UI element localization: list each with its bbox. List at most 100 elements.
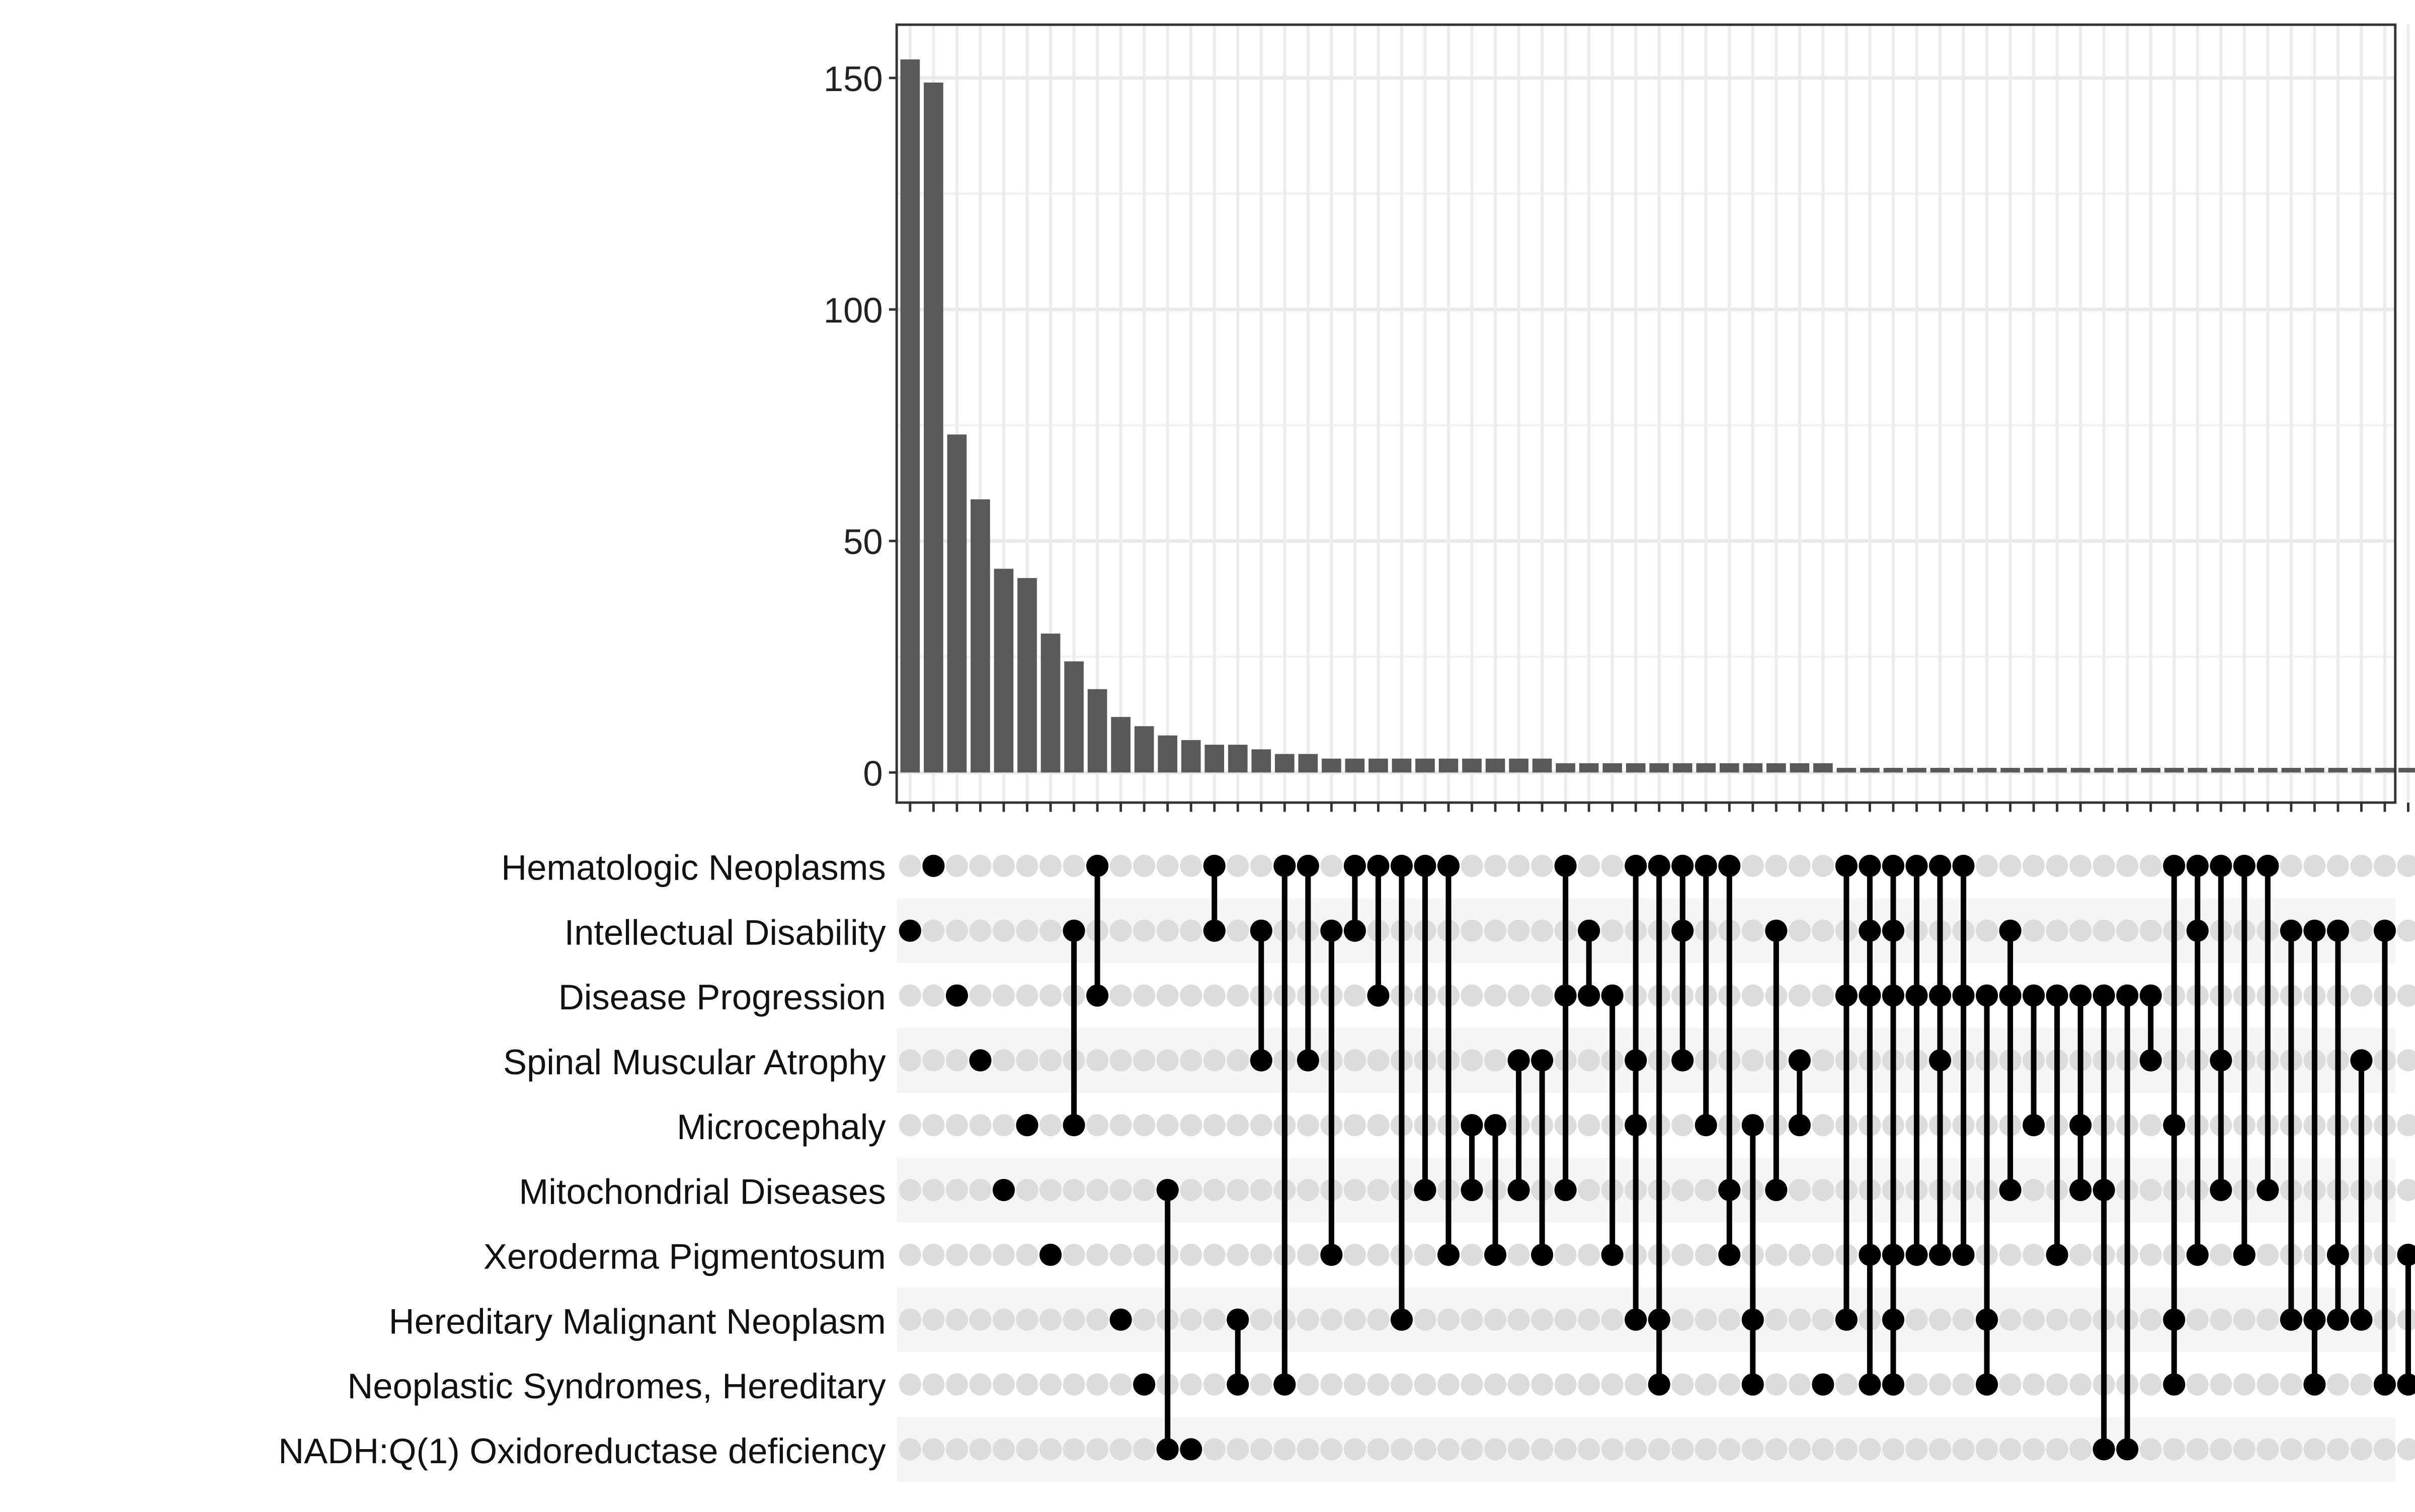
matrix-dot-inactive: [2397, 984, 2415, 1007]
matrix-dot-inactive: [1109, 1178, 1132, 1202]
bar: [1040, 633, 1061, 773]
matrix-dot-active: [2023, 984, 2045, 1007]
matrix-dot-inactive: [1016, 919, 1038, 942]
matrix-dot-inactive: [945, 1243, 969, 1266]
matrix-dot-inactive: [2350, 919, 2373, 942]
matrix-dot-inactive: [1367, 1178, 1390, 1202]
bar: [1883, 768, 1903, 773]
matrix-dot-inactive: [1414, 1243, 1436, 1266]
matrix-dot-inactive: [1063, 1438, 1085, 1461]
matrix-dot-inactive: [2257, 1373, 2279, 1396]
matrix-dot-inactive: [1367, 1373, 1390, 1396]
x-axis: [909, 803, 2409, 812]
bar: [1977, 768, 1997, 773]
bar: [1743, 763, 1763, 773]
matrix-dot-inactive: [1250, 1373, 1272, 1396]
matrix-dot-active: [2139, 984, 2162, 1007]
matrix-dot-inactive: [1507, 1373, 1530, 1396]
matrix-dot-inactive: [1741, 1049, 1764, 1072]
matrix-dot-inactive: [2257, 1438, 2279, 1461]
set-label: Hereditary Malignant Neoplasm: [389, 1301, 886, 1341]
matrix-dot-inactive: [1250, 1438, 1272, 1461]
matrix-dot-inactive: [1905, 1308, 1928, 1331]
matrix-dot-active: [1859, 984, 1881, 1007]
matrix-dot-inactive: [1133, 1114, 1156, 1137]
matrix-dot-inactive: [945, 1308, 969, 1331]
matrix-dot-inactive: [2326, 1373, 2350, 1396]
matrix-dot-active: [2350, 1049, 2373, 1072]
matrix-dot-inactive: [1859, 1438, 1881, 1461]
bar: [971, 499, 990, 773]
matrix-dot-active: [1695, 1114, 1717, 1137]
matrix-dot-inactive: [1180, 1178, 1202, 1202]
matrix-dot-inactive: [1671, 1114, 1694, 1137]
matrix-dot-inactive: [1133, 919, 1156, 942]
matrix-dot-inactive: [2139, 1373, 2162, 1396]
matrix-dot-inactive: [1133, 1049, 1156, 1072]
matrix-dot-inactive: [1461, 1243, 1483, 1266]
matrix-dot-inactive: [945, 1438, 969, 1461]
bar: [2234, 768, 2255, 773]
matrix-dot-active: [1320, 1243, 1343, 1266]
matrix-dot-active: [1320, 919, 1343, 942]
matrix-dot-active: [1601, 1243, 1624, 1266]
matrix-dot-inactive: [2350, 984, 2373, 1007]
matrix-dot-inactive: [992, 1373, 1015, 1396]
matrix-dot-inactive: [1367, 1243, 1390, 1266]
matrix-dot-active: [1859, 1373, 1881, 1396]
matrix-dot-inactive: [1905, 1438, 1928, 1461]
matrix-dot-active: [2069, 984, 2092, 1007]
matrix-dot-inactive: [1297, 1243, 1319, 1266]
matrix-dot-inactive: [1297, 1178, 1319, 1202]
matrix-dot-inactive: [1109, 984, 1132, 1007]
matrix-dot-inactive: [1203, 1114, 1226, 1137]
matrix-dot-inactive: [1039, 919, 1062, 942]
matrix-dot-inactive: [1554, 1308, 1577, 1331]
bars: [900, 59, 2415, 773]
matrix-dot-active: [1531, 1243, 1554, 1266]
set-label: NADH:Q(1) Oxidoreductase deficiency: [278, 1431, 886, 1471]
matrix-dot-inactive: [1625, 1373, 1647, 1396]
matrix-dot-inactive: [922, 919, 945, 942]
matrix-dot-inactive: [1765, 1308, 1788, 1331]
matrix-dot-inactive: [1554, 1373, 1577, 1396]
matrix-dot-inactive: [2139, 1308, 2162, 1331]
matrix-dot-inactive: [2023, 1178, 2045, 1202]
matrix-dot-inactive: [1063, 1308, 1085, 1331]
matrix-dot-inactive: [1928, 1373, 1952, 1396]
matrix-dot-active: [1788, 1049, 1811, 1072]
matrix-dot-active: [969, 1049, 992, 1072]
bar: [1672, 763, 1693, 773]
bar: [2117, 768, 2137, 773]
matrix-dot-inactive: [2046, 854, 2068, 877]
matrix-dot-inactive: [969, 1373, 992, 1396]
matrix-dot-active: [1461, 1178, 1483, 1202]
matrix-dot-inactive: [2280, 854, 2302, 877]
matrix-dot-active: [2326, 1243, 2350, 1266]
matrix-dot-inactive: [1507, 1438, 1530, 1461]
matrix-dot-active: [945, 984, 969, 1007]
matrix-dot-active: [1109, 1308, 1132, 1331]
matrix-dot-inactive: [1039, 1049, 1062, 1072]
matrix-dot-active: [2280, 919, 2302, 942]
matrix-dot-inactive: [1671, 1178, 1694, 1202]
matrix-dot-inactive: [1203, 1308, 1226, 1331]
matrix-dot-active: [2397, 1243, 2415, 1266]
matrix-dot-active: [2210, 854, 2232, 877]
bar: [2070, 768, 2090, 773]
matrix-dot-inactive: [899, 1114, 921, 1137]
matrix-dot-inactive: [1835, 1373, 1858, 1396]
matrix-dot-inactive: [1578, 1178, 1600, 1202]
matrix-dot-inactive: [1320, 854, 1343, 877]
matrix-dot-inactive: [1601, 1438, 1624, 1461]
matrix-dot-inactive: [922, 1308, 945, 1331]
bar: [1954, 768, 1973, 773]
matrix-dot-inactive: [1461, 1308, 1483, 1331]
matrix-dot-inactive: [2069, 1243, 2092, 1266]
matrix-dot-inactive: [2116, 919, 2139, 942]
matrix-dot-inactive: [1999, 1243, 2022, 1266]
matrix-dot-inactive: [1484, 919, 1507, 942]
matrix-dot-inactive: [2092, 854, 2115, 877]
matrix-dot-inactive: [1741, 1438, 1764, 1461]
matrix-dot-active: [1952, 984, 1975, 1007]
